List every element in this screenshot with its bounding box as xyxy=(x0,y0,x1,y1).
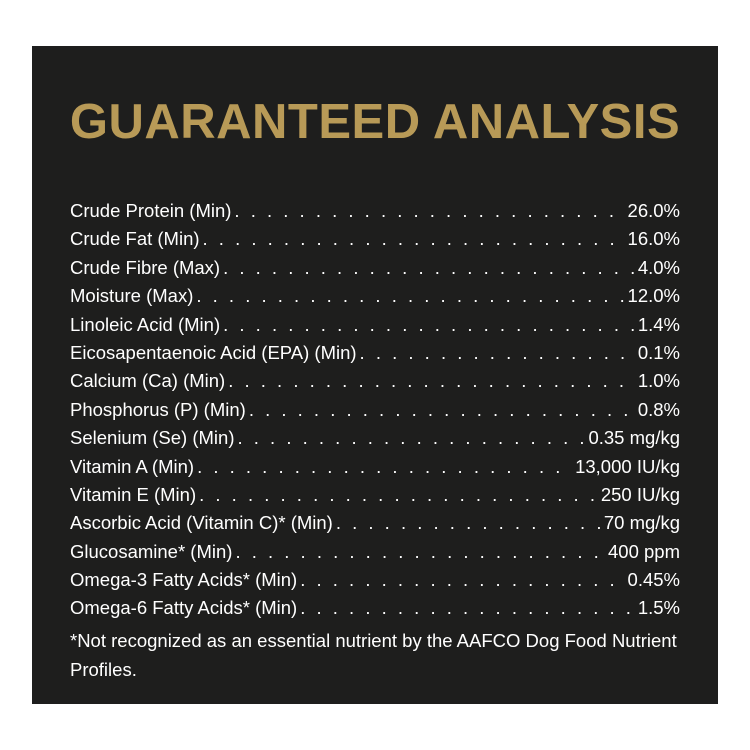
nutrient-value: 1.0% xyxy=(637,370,680,392)
nutrient-label: Ascorbic Acid (Vitamin C)* (Min) xyxy=(70,512,333,534)
nutrient-value: 1.5% xyxy=(637,597,680,619)
analysis-row: Eicosapentaenoic Acid (EPA) (Min) . . . … xyxy=(70,342,680,370)
nutrient-label: Calcium (Ca) (Min) xyxy=(70,370,226,392)
nutrient-value: 250 IU/kg xyxy=(600,483,680,505)
nutrient-label: Vitamin E (Min) xyxy=(70,483,197,505)
analysis-row: Glucosamine* (Min) . . . . . . . . . . .… xyxy=(70,541,680,569)
analysis-row: Calcium (Ca) (Min) . . . . . . . . . . .… xyxy=(70,370,680,398)
analysis-row: Vitamin E (Min) . . . . . . . . . . . . … xyxy=(70,484,680,512)
analysis-row: Omega-6 Fatty Acids* (Min) . . . . . . .… xyxy=(70,597,680,625)
analysis-row: Linoleic Acid (Min) . . . . . . . . . . … xyxy=(70,314,680,342)
analysis-row: Vitamin A (Min) . . . . . . . . . . . . … xyxy=(70,456,680,484)
nutrient-label: Omega-3 Fatty Acids* (Min) xyxy=(70,569,298,591)
nutrient-label: Phosphorus (P) (Min) xyxy=(70,398,246,420)
dot-leader: . . . . . . . . . . . . . . . . . . . . … xyxy=(196,285,624,307)
nutrient-label: Crude Protein (Min) xyxy=(70,200,232,221)
panel-title: GUARANTEED ANALYSIS xyxy=(69,95,681,149)
dot-leader: . . . . . . . . . . . . . . . . . . . . … xyxy=(223,256,635,278)
nutrient-value: 0.35 mg/kg xyxy=(588,427,680,449)
nutrient-label: Vitamin A (Min) xyxy=(70,455,195,477)
nutrient-value: 0.8% xyxy=(637,398,680,420)
dot-leader: . . . . . . . . . . . . . . . . . . . . … xyxy=(300,597,635,619)
nutrient-label: Crude Fat (Min) xyxy=(70,228,200,250)
dot-leader: . . . . . . . . . . . . . . . . . . . . … xyxy=(234,200,624,221)
nutrient-value: 13,000 IU/kg xyxy=(575,455,680,477)
dot-leader: . . . . . . . . . . . . . . . . . . . . … xyxy=(202,228,625,250)
nutrient-label: Selenium (Se) (Min) xyxy=(70,427,235,449)
nutrient-label: Eicosapentaenoic Acid (EPA) (Min) xyxy=(70,341,357,363)
nutrient-value: 0.1% xyxy=(637,341,680,363)
analysis-row: Phosphorus (P) (Min) . . . . . . . . . .… xyxy=(70,399,680,427)
analysis-row: Selenium (Se) (Min) . . . . . . . . . . … xyxy=(70,427,680,455)
nutrient-value: 16.0% xyxy=(627,228,680,250)
dot-leader: . . . . . . . . . . . . . . . . . . . . … xyxy=(199,483,598,505)
nutrient-label: Omega-6 Fatty Acids* (Min) xyxy=(70,597,298,619)
nutrient-value: 26.0% xyxy=(627,200,680,221)
nutrient-value: 400 ppm xyxy=(608,540,680,562)
guaranteed-analysis-panel: GUARANTEED ANALYSIS Crude Protein (Min) … xyxy=(32,46,718,704)
analysis-row: Crude Fibre (Max) . . . . . . . . . . . … xyxy=(70,257,680,285)
dot-leader: . . . . . . . . . . . . . . . . . . . . … xyxy=(248,398,635,420)
dot-leader: . . . . . . . . . . . . . . . . . . . . … xyxy=(235,540,605,562)
nutrient-label: Crude Fibre (Max) xyxy=(70,256,221,278)
nutrient-value: 0.45% xyxy=(627,569,680,591)
dot-leader: . . . . . . . . . . . . . . . . . . . . … xyxy=(228,370,635,392)
dot-leader: . . . . . . . . . . . . . . . . . . . . … xyxy=(237,427,586,449)
analysis-row: Crude Fat (Min) . . . . . . . . . . . . … xyxy=(70,228,680,256)
nutrient-value: 1.4% xyxy=(637,313,680,335)
dot-leader: . . . . . . . . . . . . . . . . . . . . … xyxy=(300,569,624,591)
nutrient-value: 70 mg/kg xyxy=(603,512,680,534)
analysis-row: Omega-3 Fatty Acids* (Min) . . . . . . .… xyxy=(70,569,680,597)
analysis-row: Ascorbic Acid (Vitamin C)* (Min) . . . .… xyxy=(70,512,680,540)
dot-leader: . . . . . . . . . . . . . . . . . . . . … xyxy=(223,313,635,335)
nutrient-label: Glucosamine* (Min) xyxy=(70,540,233,562)
dot-leader: . . . . . . . . . . . . . . . . . . . . … xyxy=(359,341,635,363)
dot-leader: . . . . . . . . . . . . . . . . . . . . … xyxy=(197,455,572,477)
nutrient-value: 12.0% xyxy=(627,285,680,307)
analysis-row: Moisture (Max) . . . . . . . . . . . . .… xyxy=(70,285,680,313)
analysis-row: Crude Protein (Min) . . . . . . . . . . … xyxy=(70,200,680,228)
nutrient-value: 4.0% xyxy=(637,256,680,278)
nutrient-label: Moisture (Max) xyxy=(70,285,194,307)
footnote: *Not recognized as an essential nutrient… xyxy=(70,630,677,680)
analysis-list: Crude Protein (Min) . . . . . . . . . . … xyxy=(70,200,680,626)
nutrient-label: Linoleic Acid (Min) xyxy=(70,313,221,335)
dot-leader: . . . . . . . . . . . . . . . . . . . . … xyxy=(335,512,601,534)
